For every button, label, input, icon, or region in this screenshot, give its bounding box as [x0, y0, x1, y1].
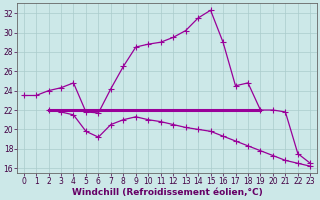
X-axis label: Windchill (Refroidissement éolien,°C): Windchill (Refroidissement éolien,°C)	[72, 188, 262, 197]
